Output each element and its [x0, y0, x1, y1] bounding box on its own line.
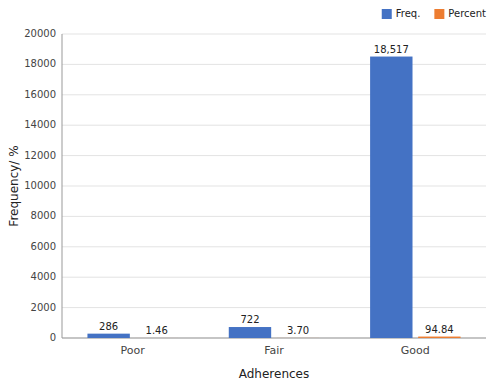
grid-line [62, 246, 486, 247]
grid-line [62, 64, 486, 65]
x-axis-label: Adherences [239, 367, 310, 381]
x-tick-label: Good [401, 344, 430, 357]
data-label: 18,517 [374, 44, 409, 55]
y-tick-label: 10000 [24, 180, 56, 191]
bar [277, 337, 319, 338]
data-labels: 286 722 18,517 1.46 3.70 94.84 [99, 44, 454, 336]
data-label: 1.46 [146, 325, 168, 336]
data-label: 286 [99, 321, 118, 332]
y-tick-label: 6000 [31, 241, 56, 252]
legend-label: Freq. [396, 8, 421, 19]
bar [370, 57, 412, 338]
y-tick-label: 14000 [24, 119, 56, 130]
grid-line [62, 125, 486, 126]
legend-label: Percent [448, 8, 486, 19]
grid-line [62, 186, 486, 187]
grid-line [62, 155, 486, 156]
grid-line [62, 34, 486, 35]
data-label: 722 [240, 314, 259, 325]
bar [418, 337, 460, 338]
y-tick-label: 8000 [31, 210, 56, 221]
y-tick-label: 12000 [24, 150, 56, 161]
bar [229, 327, 271, 338]
y-tick-label: 4000 [31, 271, 56, 282]
legend-swatch [382, 9, 392, 19]
data-label: 94.84 [425, 324, 454, 335]
bars [87, 57, 460, 338]
x-tick-label: Poor [121, 344, 146, 357]
x-ticks: Poor Fair Good [121, 344, 430, 357]
legend-item: Percent [434, 8, 486, 19]
grid-line [62, 277, 486, 278]
bar [87, 334, 129, 338]
data-label: 3.70 [287, 325, 309, 336]
y-tick-label: 0 [50, 332, 56, 343]
y-axis-line [62, 34, 63, 338]
x-tick-label: Fair [264, 344, 284, 357]
y-ticks: 0 2000 4000 6000 8000 10000 12000 14000 16000 180… [24, 28, 56, 343]
legend-swatch [434, 9, 444, 19]
legend-item: Freq. [382, 8, 421, 19]
chart-container: 0 2000 4000 6000 8000 10000 12000 14000 16000 180… [0, 0, 500, 388]
y-tick-label: 16000 [24, 89, 56, 100]
grid-line [62, 94, 486, 95]
y-tick-label: 20000 [24, 28, 56, 39]
y-tick-label: 18000 [24, 58, 56, 69]
y-tick-label: 2000 [31, 302, 56, 313]
legend: Freq. Percent [382, 8, 486, 19]
bar [135, 337, 177, 338]
grid-line [62, 307, 486, 308]
grid-line [62, 216, 486, 217]
grid [62, 34, 486, 338]
y-axis-label: Frequency/ % [7, 145, 21, 226]
chart: 0 2000 4000 6000 8000 10000 12000 14000 16000 180… [0, 0, 500, 388]
